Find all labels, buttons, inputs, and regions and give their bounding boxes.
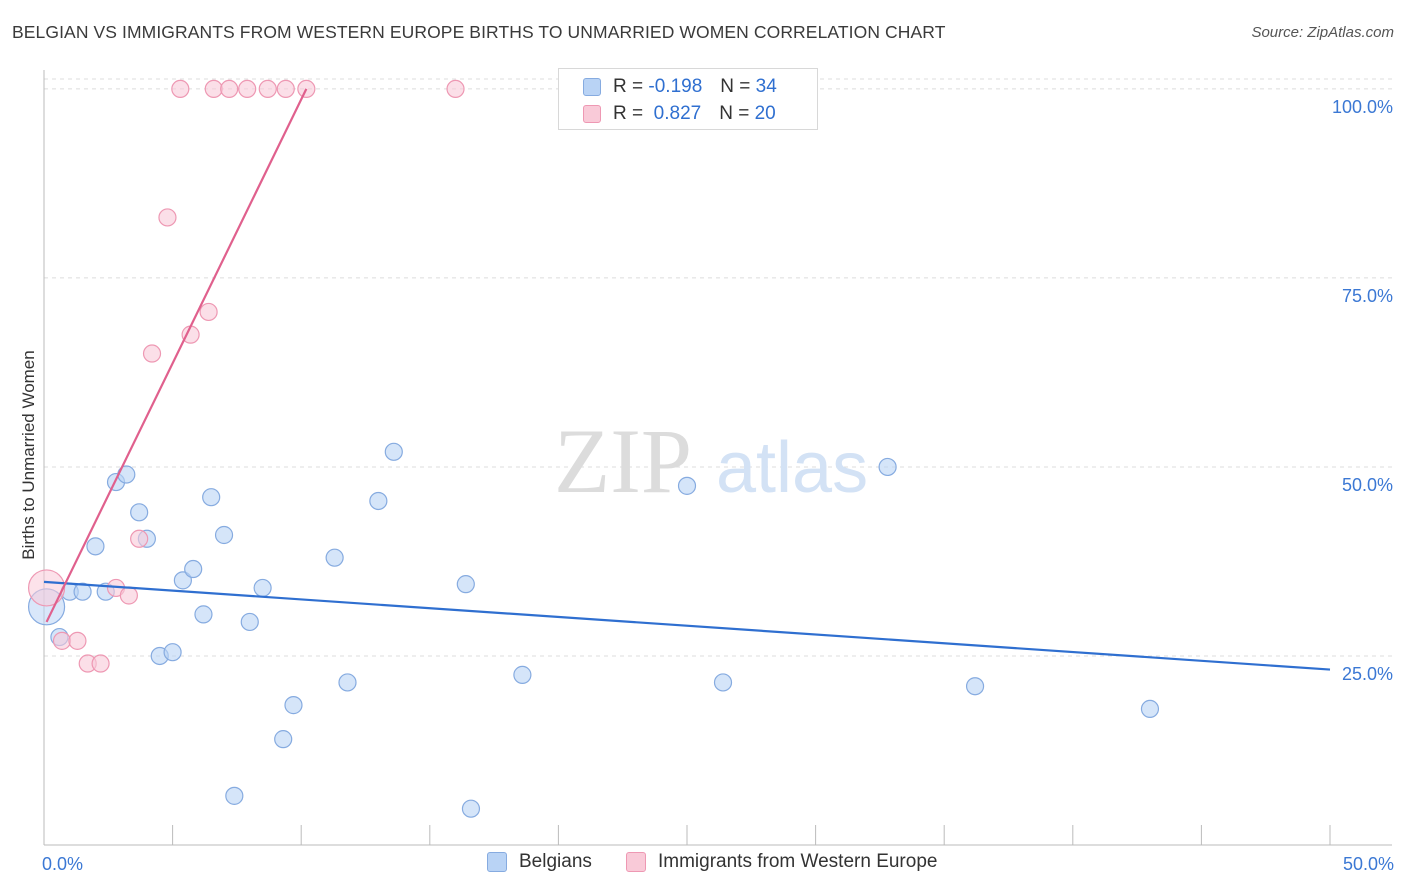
watermark-atlas: atlas — [716, 428, 868, 508]
point-immigrants — [204, 79, 223, 99]
point-immigrants — [52, 631, 72, 650]
point-belgians — [965, 677, 985, 696]
point-belgians — [369, 491, 388, 511]
point-belgians — [878, 457, 897, 477]
legend-n-value: 34 — [755, 76, 777, 97]
legend-r-label: R = — [613, 76, 644, 97]
legend-r-value: -0.198 — [648, 76, 703, 97]
point-immigrants — [199, 302, 218, 322]
point-immigrants — [68, 631, 87, 650]
point-immigrants — [276, 79, 295, 99]
point-belgians — [338, 673, 357, 692]
point-belgians — [384, 442, 403, 461]
source-label: Source: ZipAtlas.com — [1251, 24, 1394, 41]
legend-n-label: N = — [720, 76, 751, 97]
watermark-zip: ZIP — [554, 410, 692, 512]
point-belgians — [86, 537, 105, 556]
y-tick-label: 25.0% — [1342, 664, 1393, 684]
point-immigrants — [158, 208, 177, 227]
axis-layer — [43, 70, 1392, 846]
point-belgians — [461, 799, 481, 818]
point-immigrants — [119, 586, 138, 605]
point-belgians — [284, 696, 303, 715]
y-axis-title: Births to Unmarried Women — [19, 350, 38, 559]
legend-r-label: R = — [613, 103, 644, 124]
point-immigrants — [142, 344, 162, 363]
point-immigrants — [171, 79, 190, 99]
grid-layer — [44, 78, 1392, 657]
legend-swatch-immigrants — [626, 852, 646, 872]
y-tick-label: 50.0% — [1342, 475, 1393, 495]
point-immigrants — [258, 79, 277, 99]
legend-label-immigrants: Immigrants from Western Europe — [658, 851, 938, 872]
point-belgians — [677, 476, 697, 495]
point-belgians — [202, 488, 221, 507]
trend-layer — [43, 88, 1331, 671]
watermark: ZIP atlas — [554, 410, 868, 512]
point-belgians — [1140, 699, 1160, 719]
point-immigrants — [238, 79, 257, 99]
point-belgians — [274, 730, 293, 749]
y-tick-label: 100.0% — [1332, 97, 1393, 117]
correlation-legend: R = -0.198 N = 34 R = 0.827 N = 20 — [558, 68, 818, 130]
point-belgians — [240, 612, 259, 632]
point-belgians — [214, 525, 234, 545]
point-belgians — [173, 571, 192, 590]
legend-r-value: 0.827 — [653, 103, 702, 124]
legend-n-label: N = — [719, 103, 750, 124]
point-belgians — [713, 673, 733, 692]
point-immigrants — [27, 569, 66, 607]
series-legend: Belgians Immigrants from Western Europe — [0, 851, 1406, 877]
point-immigrants — [446, 79, 465, 99]
y-tick-label: 75.0% — [1342, 286, 1393, 306]
point-belgians — [325, 548, 344, 567]
legend-swatch-belgians — [487, 852, 507, 872]
trendline-immigrants — [45, 88, 308, 623]
x-tick-label: 50.0% — [1343, 854, 1394, 874]
point-belgians — [225, 786, 244, 805]
trendline-belgians — [43, 580, 1331, 671]
legend-n-value: 20 — [754, 103, 776, 124]
points-layer — [27, 79, 1160, 818]
point-belgians — [163, 643, 182, 662]
legend-swatch-blue — [583, 78, 601, 96]
legend-row-belgians: R = -0.198 N = 34 — [583, 74, 777, 100]
point-immigrants — [130, 529, 149, 548]
point-belgians — [253, 578, 272, 598]
point-belgians — [456, 575, 475, 594]
x-tick-label: 0.0% — [42, 854, 83, 874]
point-belgians — [513, 665, 532, 684]
point-belgians — [73, 582, 92, 601]
legend-item-immigrants[interactable]: Immigrants from Western Europe — [626, 851, 937, 873]
point-immigrants — [91, 654, 110, 673]
point-belgians — [194, 605, 213, 624]
point-belgians — [130, 503, 149, 522]
chart-title: BELGIAN VS IMMIGRANTS FROM WESTERN EUROP… — [12, 22, 946, 42]
legend-row-immigrants: R = 0.827 N = 20 — [583, 101, 776, 127]
point-belgians — [184, 559, 203, 579]
legend-label-belgians: Belgians — [519, 851, 592, 872]
point-immigrants — [220, 79, 239, 99]
legend-item-belgians[interactable]: Belgians — [487, 851, 592, 873]
label-layer: 25.0% 50.0% 75.0% 100.0% 0.0% 50.0% — [42, 97, 1394, 874]
legend-swatch-pink — [583, 105, 601, 123]
